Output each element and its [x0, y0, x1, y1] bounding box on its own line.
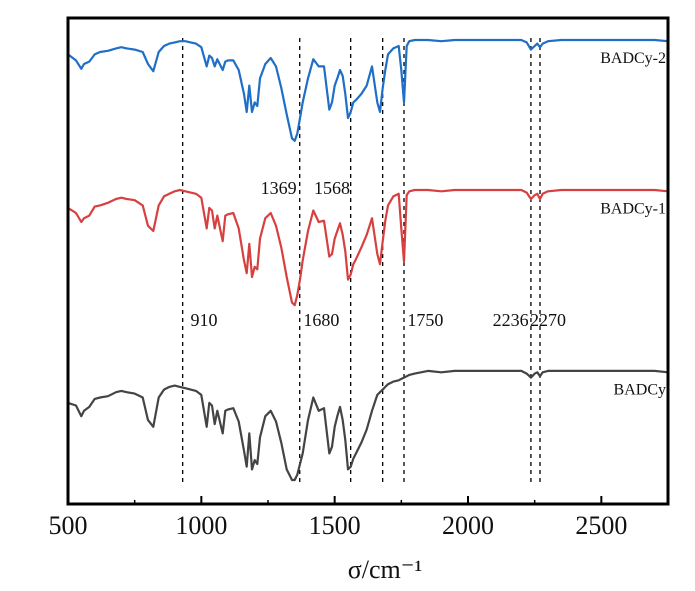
reference-lines: [182, 38, 541, 484]
x-axis-title: σ/cm⁻¹: [348, 555, 423, 584]
x-tick-label-1500: 1500: [309, 511, 361, 540]
series-label-0: BADCy-2: [600, 50, 666, 67]
peak-label-1369: 1369: [261, 178, 297, 198]
series-line-1: [67, 188, 669, 307]
x-axis: 500 1000 1500 2000 2500: [49, 496, 669, 540]
x-tick-label-500: 500: [49, 511, 88, 540]
x-tick-label-1000: 1000: [175, 511, 227, 540]
series-line-0: [67, 38, 669, 142]
peak-label-2270: 2270: [530, 310, 566, 330]
x-tick-label-2000: 2000: [442, 511, 494, 540]
plot-series: [67, 38, 669, 482]
peak-label-1680: 1680: [303, 310, 339, 330]
x-tick-label-2500: 2500: [575, 511, 627, 540]
series-labels: BADCy-2 BADCy-1 BADCy: [600, 50, 666, 398]
peak-annotations: 1369 1568 910 1680 1750 2236 2270: [191, 178, 567, 330]
series-label-1: BADCy-1: [600, 200, 666, 217]
series-label-2: BADCy: [614, 381, 666, 398]
plot-frame: [66, 16, 670, 506]
peak-label-2236: 2236: [493, 310, 529, 330]
series-line-2: [67, 369, 669, 482]
peak-label-1750: 1750: [407, 310, 443, 330]
peak-label-1568: 1568: [314, 178, 350, 198]
peak-label-910: 910: [191, 310, 218, 330]
